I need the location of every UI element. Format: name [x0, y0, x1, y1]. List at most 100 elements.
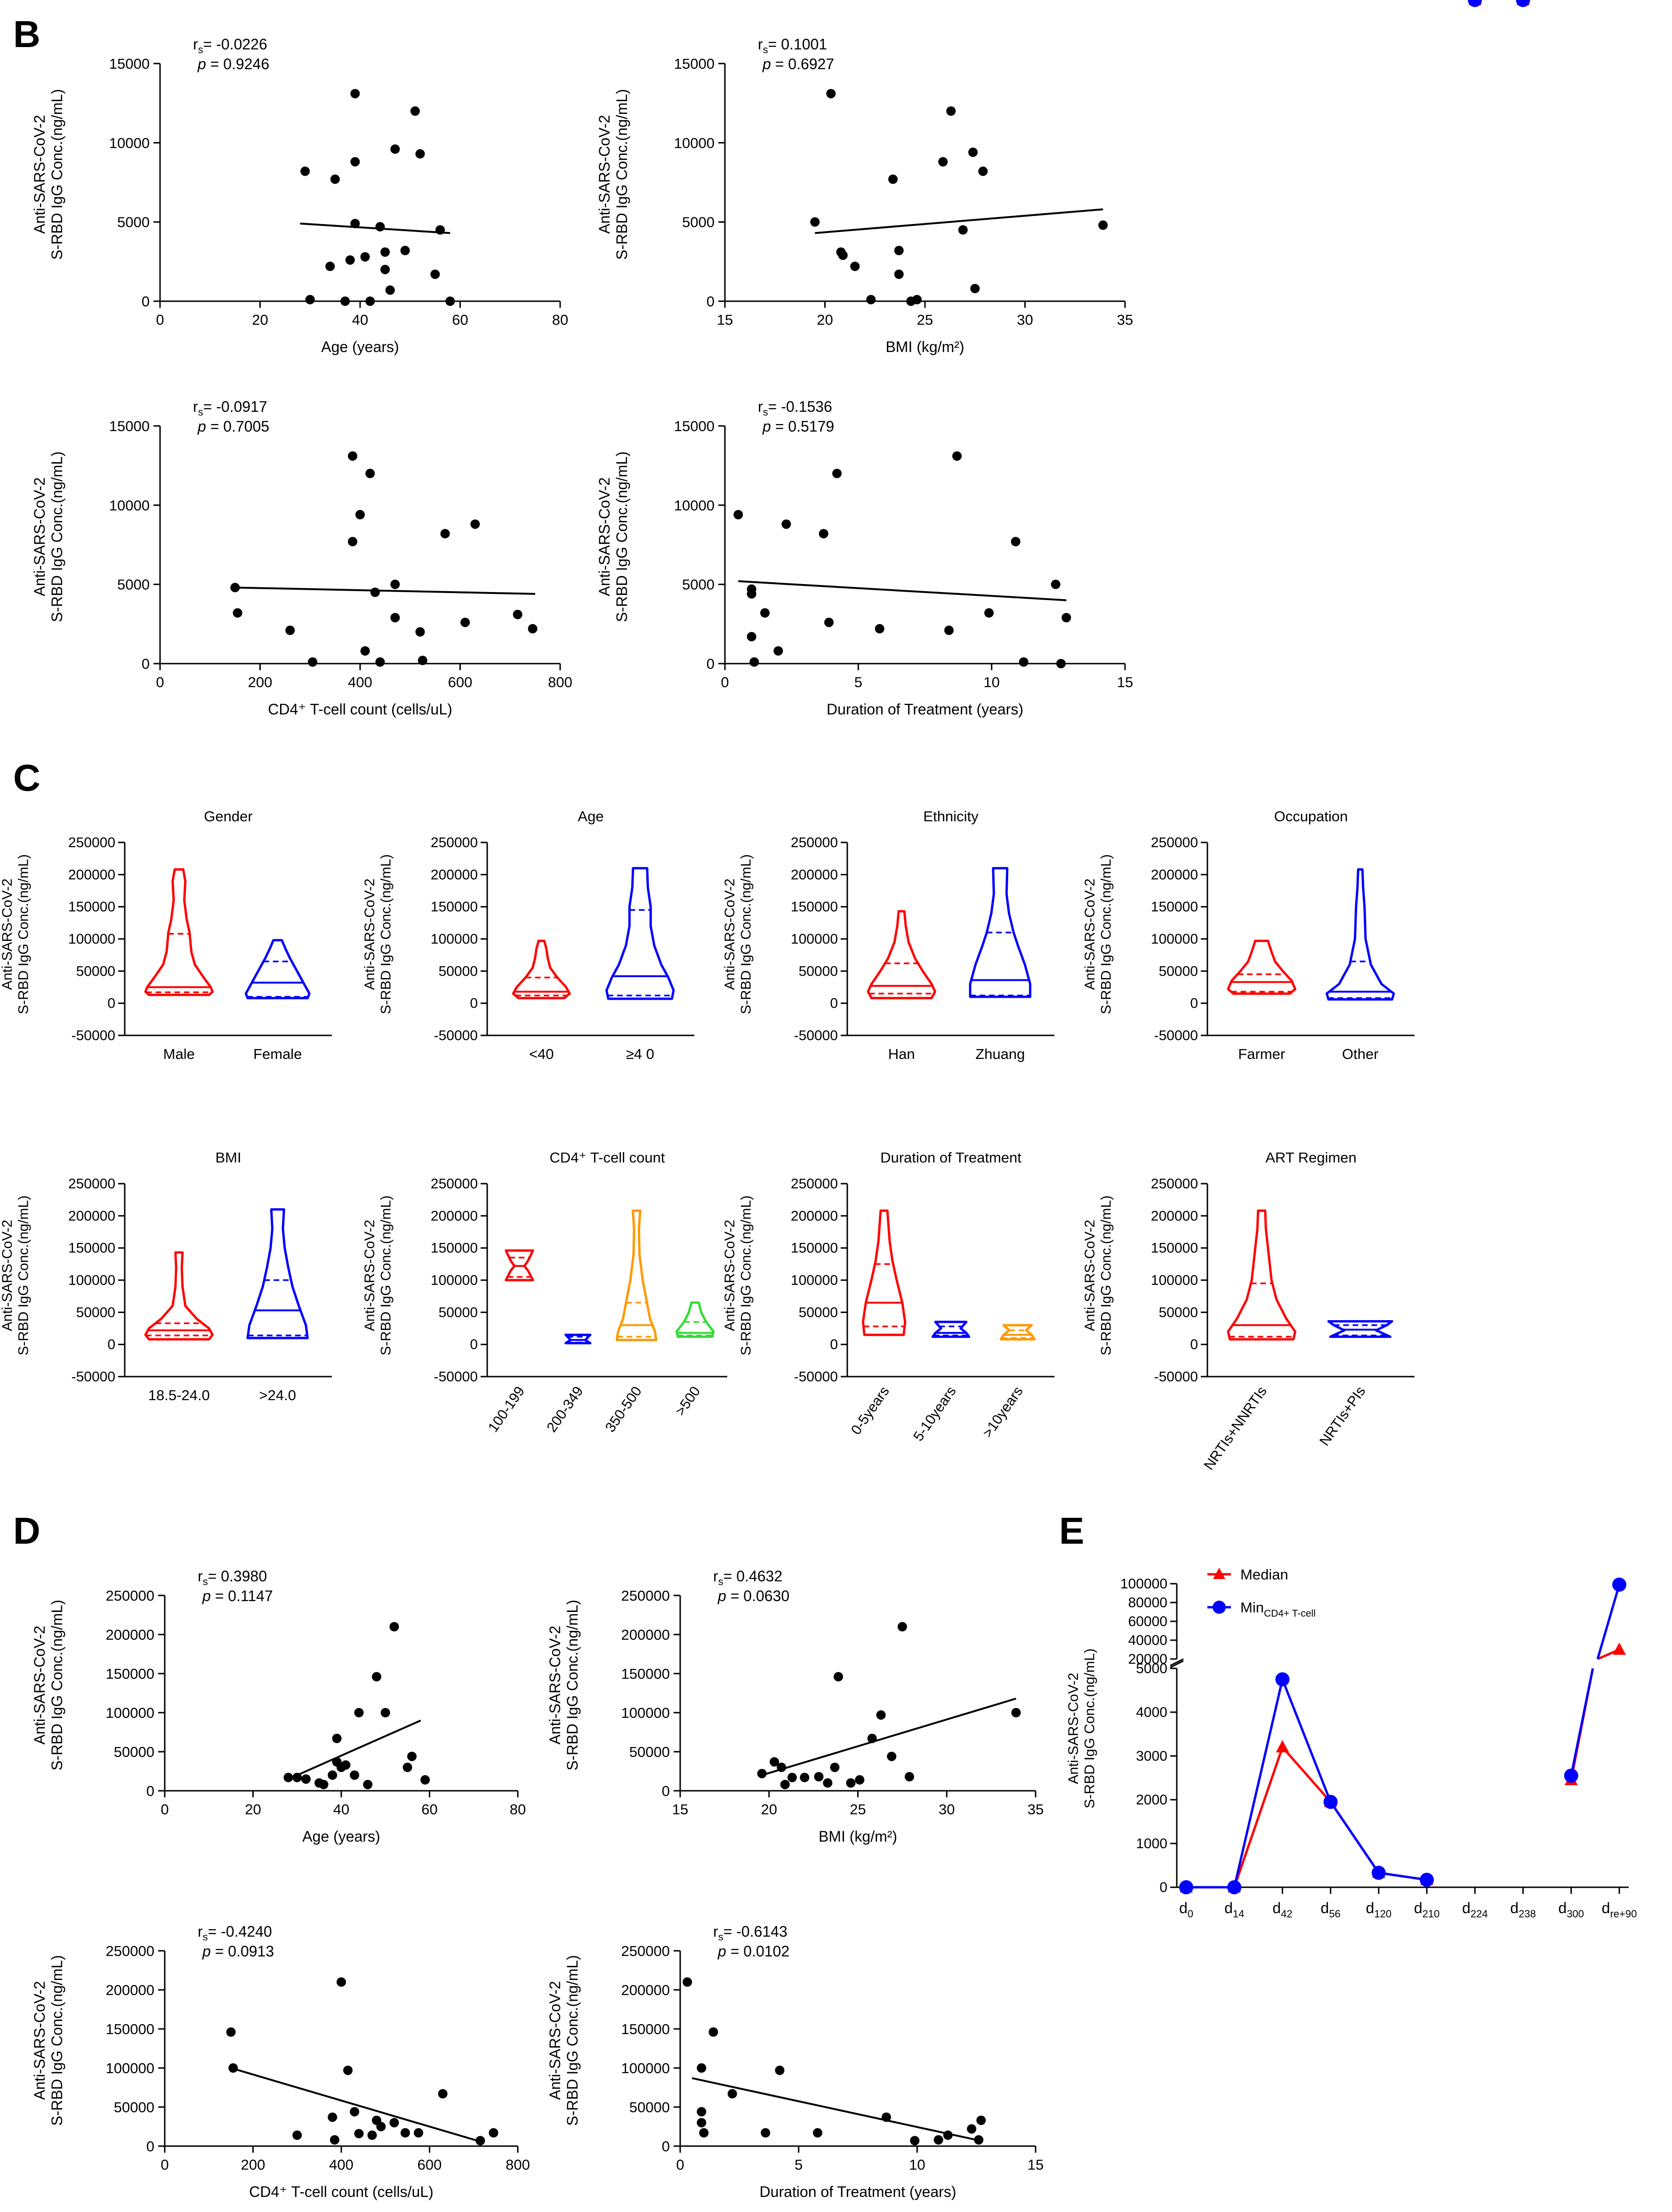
- data-point: [350, 88, 360, 98]
- y-tick-label: 2000: [1136, 1792, 1167, 1808]
- x-tick-label: 25: [917, 312, 933, 328]
- data-point: [894, 246, 904, 256]
- stat-r: rs= 0.4632: [713, 1568, 782, 1587]
- ylabel-line2: S-RBD IgG Conc.(ng/mL): [613, 451, 630, 622]
- y-tick-label: 0: [1190, 996, 1198, 1011]
- x-axis-label: BMI (kg/m²): [819, 1828, 897, 1845]
- data-point: [810, 217, 820, 227]
- data-point: [367, 2130, 377, 2140]
- stat-r: rs= -0.0917: [193, 398, 267, 418]
- ylabel-line2: S-RBD IgG Conc.(ng/mL): [48, 1955, 65, 2126]
- x-axis-label: Duration of Treatment (years): [827, 701, 1023, 718]
- data-point: [887, 1751, 897, 1761]
- y-tick-label: 150000: [1151, 899, 1198, 915]
- violin-group-0: Farmer: [1227, 939, 1296, 1062]
- cat-base: d: [1510, 1899, 1519, 1916]
- x-tick-label: 800: [506, 2156, 530, 2173]
- data-point: [697, 2118, 707, 2128]
- x-category-label: <40: [529, 1046, 554, 1062]
- y-tick-label: -50000: [434, 1369, 478, 1385]
- series-marker: [1275, 1672, 1290, 1687]
- data-point: [1011, 1708, 1021, 1717]
- violin-group-1: Zhuang: [969, 867, 1031, 1062]
- series-marker: [1227, 1880, 1242, 1894]
- data-point: [420, 1775, 430, 1785]
- data-point: [308, 657, 318, 667]
- y-tick-label: 250000: [791, 835, 838, 850]
- y-tick-label: 20000: [1128, 1651, 1167, 1667]
- x-axis-label: BMI (kg/m²): [885, 338, 964, 355]
- cat-base: d: [1414, 1899, 1423, 1916]
- stat-r-value: = 0.1001: [768, 36, 827, 53]
- stat-p-symbol: p: [202, 1587, 215, 1604]
- x-tick-label: 60: [452, 312, 468, 328]
- data-point: [285, 625, 295, 635]
- y-tick-label: 100000: [1151, 1273, 1198, 1288]
- data-point: [370, 587, 380, 597]
- cat-sub: re+90: [1610, 1908, 1637, 1920]
- regression-line: [815, 208, 1103, 234]
- y-tick-label: 0: [707, 293, 715, 310]
- data-point: [968, 147, 978, 157]
- y-tick-label: 0: [146, 2138, 154, 2155]
- data-point: [876, 1710, 886, 1720]
- stat-p: p = 0.0630: [717, 1587, 789, 1604]
- violin-group-0: 18.5-24.0: [144, 1251, 214, 1403]
- data-point: [946, 106, 956, 116]
- ylabel-line1: Anti-SARS-CoV-2: [1066, 1673, 1081, 1784]
- series-segment: [1281, 1679, 1332, 1803]
- y-tick-label: 100000: [68, 1273, 115, 1288]
- ylabel-line1: Anti-SARS-CoV-2: [722, 879, 738, 990]
- y-tick-label: 50000: [114, 1744, 154, 1760]
- data-point: [952, 451, 962, 461]
- data-point: [292, 2130, 302, 2140]
- data-point: [440, 529, 450, 538]
- data-point: [780, 1779, 790, 1789]
- data-point: [749, 657, 759, 667]
- data-point: [697, 2107, 707, 2116]
- stat-r-sub: s: [198, 44, 203, 56]
- y-tick-label: 5000: [682, 214, 715, 231]
- series-marker: [1371, 1866, 1386, 1880]
- violin-c4: -50000 0 50000 100000 150000 200000 250000 Occu…: [1082, 808, 1415, 1062]
- legend: Median MinCD4+ T-cell: [1207, 1566, 1316, 1619]
- y-tick-label: 50000: [76, 1305, 115, 1320]
- cat-base: d: [1559, 1899, 1567, 1916]
- data-point: [747, 632, 756, 641]
- x-category-label: Farmer: [1238, 1046, 1285, 1062]
- data-point: [866, 295, 876, 305]
- y-tick-label: 0: [142, 656, 150, 672]
- series-segment: [1378, 1871, 1427, 1881]
- cat-base: d: [1602, 1899, 1610, 1916]
- x-category-label: dre+90: [1602, 1899, 1637, 1920]
- stat-p-symbol: p: [717, 1943, 731, 1960]
- stat-r-value: = 0.4632: [723, 1568, 782, 1585]
- data-point: [897, 1622, 907, 1632]
- data-point: [826, 88, 836, 98]
- data-point: [819, 529, 828, 538]
- ylabel-line1: Anti-SARS-CoV-2: [0, 879, 15, 990]
- ylabel-line1: Anti-SARS-CoV-2: [547, 1981, 563, 2100]
- x-axis-label: CD4⁺ T-cell count (cells/uL): [249, 2183, 434, 2200]
- series-marker: [1323, 1795, 1338, 1809]
- y-tick-label: 200000: [431, 867, 478, 882]
- stat-r-symbol: r: [193, 398, 198, 415]
- y-tick-label: 250000: [68, 835, 115, 850]
- violin-body: [246, 1208, 309, 1339]
- x-category-label: 350-500: [603, 1384, 645, 1435]
- y-tick-label: 0: [1159, 1880, 1167, 1895]
- stat-r: rs= -0.4240: [198, 1923, 272, 1943]
- data-point: [824, 617, 834, 627]
- data-point: [904, 1772, 914, 1782]
- series-marker: [1612, 1578, 1626, 1592]
- data-point: [380, 247, 390, 257]
- x-tick-label: 200: [248, 674, 273, 690]
- x-tick-label: 0: [676, 2156, 684, 2173]
- y-tick-label: 0: [107, 1337, 115, 1353]
- line-chart-e: 0100020003000400050002000040000600008000…: [1066, 0, 1637, 1920]
- x-category-label: >24.0: [259, 1387, 296, 1403]
- series-segment: [1281, 1746, 1332, 1803]
- data-point: [470, 519, 480, 529]
- y-tick-label: -50000: [1154, 1369, 1198, 1385]
- ylabel-line2: S-RBD IgG Conc.(ng/mL): [739, 1195, 754, 1355]
